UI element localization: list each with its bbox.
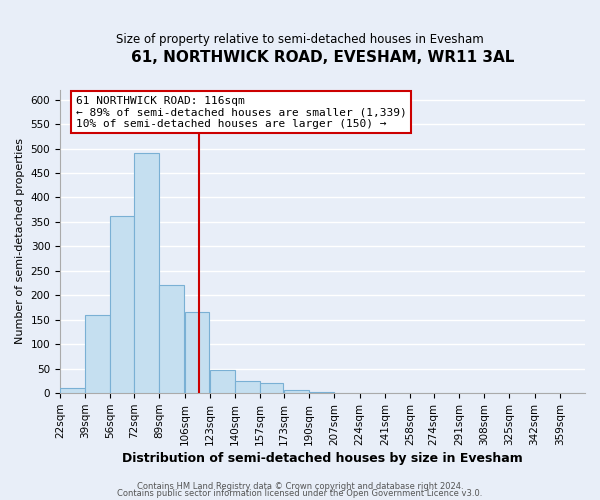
Bar: [60, 388, 85, 393]
Text: Size of property relative to semi-detached houses in Evesham: Size of property relative to semi-detach…: [116, 32, 484, 46]
Bar: [85, 315, 110, 393]
Text: Contains HM Land Registry data © Crown copyright and database right 2024.: Contains HM Land Registry data © Crown c…: [137, 482, 463, 491]
Bar: [110, 216, 134, 393]
Bar: [235, 381, 260, 393]
Text: Contains public sector information licensed under the Open Government Licence v3: Contains public sector information licen…: [118, 489, 482, 498]
Title: 61, NORTHWICK ROAD, EVESHAM, WR11 3AL: 61, NORTHWICK ROAD, EVESHAM, WR11 3AL: [131, 50, 514, 65]
Bar: [260, 384, 283, 393]
Bar: [309, 392, 334, 393]
Bar: [284, 390, 308, 393]
Bar: [185, 312, 209, 393]
Bar: [134, 154, 159, 393]
X-axis label: Distribution of semi-detached houses by size in Evesham: Distribution of semi-detached houses by …: [122, 452, 523, 465]
Bar: [210, 370, 235, 393]
Bar: [160, 285, 184, 393]
Y-axis label: Number of semi-detached properties: Number of semi-detached properties: [15, 138, 25, 344]
Text: 61 NORTHWICK ROAD: 116sqm
← 89% of semi-detached houses are smaller (1,339)
10% : 61 NORTHWICK ROAD: 116sqm ← 89% of semi-…: [76, 96, 407, 129]
